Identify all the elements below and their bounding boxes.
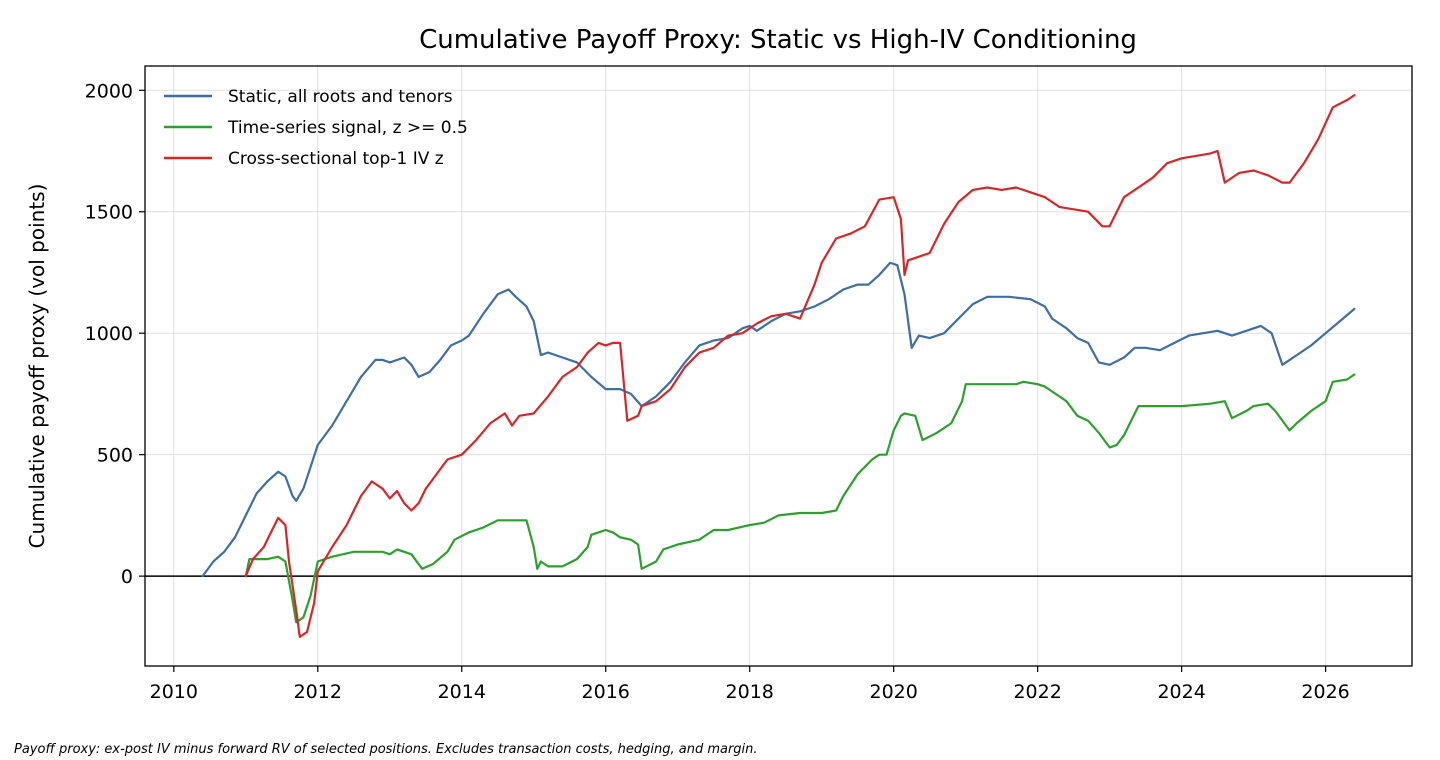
x-axis-ticks: 2010 2012 2014 2016 2018 2020 2022 2024 2026: [150, 666, 1350, 703]
legend-label: Time-series signal, z >= 0.5: [227, 118, 468, 138]
series-line-2: [244, 373, 1356, 624]
legend: Static, all roots and tenors Time-series …: [164, 87, 468, 169]
y-axis-ticks: 0 500 1000 1500 2000: [85, 80, 145, 588]
legend-label: Cross-sectional top-1 IV z: [228, 149, 444, 169]
x-tick-label: 2016: [582, 681, 630, 703]
y-tick-label: 500: [97, 445, 133, 467]
series-line-1: [201, 261, 1356, 578]
x-tick-label: 2026: [1301, 681, 1349, 703]
x-tick-label: 2022: [1013, 681, 1061, 703]
y-tick-label: 1000: [85, 323, 133, 345]
x-tick-label: 2012: [294, 681, 342, 703]
x-tick-label: 2024: [1157, 681, 1205, 703]
x-tick-label: 2020: [870, 681, 918, 703]
y-tick-label: 2000: [85, 80, 133, 102]
x-tick-label: 2010: [150, 681, 198, 703]
chart-title: Cumulative Payoff Proxy: Static vs High-…: [419, 25, 1137, 55]
footnote: Payoff proxy: ex-post IV minus forward R…: [14, 742, 758, 757]
y-axis-label: Cumulative payoff proxy (vol points): [25, 184, 49, 549]
series-line-3: [244, 93, 1356, 639]
series-lines: [201, 93, 1356, 639]
x-tick-label: 2014: [438, 681, 486, 703]
y-tick-label: 0: [121, 566, 133, 588]
plot-frame: [144, 65, 1413, 667]
x-tick-label: 2018: [726, 681, 774, 703]
y-tick-label: 1500: [85, 202, 133, 224]
legend-label: Static, all roots and tenors: [228, 87, 453, 107]
